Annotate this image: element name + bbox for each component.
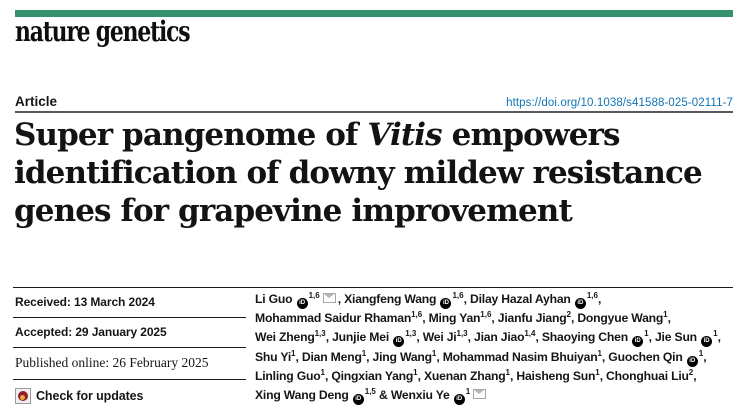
text-run: Wei Zheng [255,330,315,345]
affiliation-superscript: 2 [688,367,694,377]
text-run: , [597,292,602,306]
check-for-updates-label: Check for updates [36,389,144,403]
text-run: , Xiangfeng Wang [337,292,440,306]
text-run: , [703,349,707,364]
affiliation-superscript: 1,6 [480,310,492,320]
affiliation-superscript: 1 [291,348,296,358]
affiliation-superscript: 1 [431,348,437,358]
author-line: Linling Guo1, Qingxian Yang1, Xuenan Zha… [255,367,739,386]
doi-link[interactable]: https://doi.org/10.1038/s41588-025-02111… [506,97,733,109]
affiliation-superscript: 1,5 [364,386,376,396]
affiliation-superscript: 1 [663,310,668,320]
affiliation-superscript: 1,3 [456,329,468,339]
content-top-rule [13,287,733,288]
text-run: Super pangenome of [14,117,368,153]
affiliation-superscript: 1 [698,348,704,358]
email-icon[interactable] [322,293,336,303]
affiliation-superscript: 1,6 [411,310,423,320]
orcid-icon[interactable]: iD [453,394,465,406]
text-run: , Junjie Mei [325,330,393,345]
affiliation-superscript: 1 [361,348,367,358]
section-label: Article [15,94,58,109]
italic-text-run: Vitis [367,117,442,153]
article-header-row: Article https://doi.org/10.1038/s41588-0… [15,94,733,109]
author-list: Li Guo iD1,6, Xiangfeng Wang iD1,6, Dila… [255,290,739,406]
affiliation-superscript: 1,6 [452,290,464,300]
author-line: Xing Wang Deng iD1,5 & Wenxiu Ye iD1 [255,386,739,406]
orcid-icon[interactable]: iD [686,355,698,367]
received-date: Received: 13 March 2024 [13,288,246,318]
text-run: , Dongyue Wang [570,311,664,326]
text-run: empowers [441,117,621,153]
affiliation-superscript: 1,4 [524,329,536,339]
orcid-icon[interactable]: iD [352,394,364,406]
text-run: , Dian Meng [295,349,362,364]
text-run: , Wei Ji [416,330,457,345]
text-run: Li Guo [255,292,296,306]
accepted-date: Accepted: 29 January 2025 [13,318,246,348]
text-run: , Guochen Qin [601,349,686,364]
orcid-icon[interactable]: iD [701,336,713,348]
text-run: , Dilay Hazal Ayhan [463,292,574,306]
orcid-icon[interactable]: iD [296,298,308,309]
affiliation-superscript: 1 [713,329,718,339]
author-line: Wei Zheng1,3, Junjie Mei iD1,3, Wei Ji1,… [255,328,739,348]
text-run: , Chonghuai Liu [599,368,689,383]
text-run: , Jie Sun [648,330,701,345]
affiliation-superscript: 1,6 [586,290,598,300]
text-run: , Mohammad Nasim Bhuiyan [436,349,598,364]
title-line: genes for grapevine improvement [14,192,729,230]
published-online-date: Published online: 26 February 2025 [13,348,246,380]
author-line: Mohammad Saidur Rhaman1,6, Ming Yan1,6, … [255,309,739,328]
text-run: , Jing Wang [366,349,432,364]
text-run: , [667,311,671,326]
header-rule [15,111,733,113]
text-run: , Jianfu Jiang [491,311,567,326]
affiliation-superscript: 2 [566,310,571,320]
text-run: , Xuenan Zhang [417,368,506,383]
title-line: Super pangenome of Vitis empowers [14,116,729,154]
text-run: , Shaoying Chen [535,330,632,345]
author-line: Shu Yi1, Dian Meng1, Jing Wang1, Mohamma… [255,348,739,367]
affiliation-superscript: 1 [595,367,600,377]
affiliation-superscript: 1 [465,386,471,396]
affiliation-superscript: 1,3 [405,329,417,339]
journal-accent-bar [15,10,733,17]
text-run: , [693,368,697,383]
text-run: , Qingxian Yang [324,368,414,383]
author-line: Li Guo iD1,6, Xiangfeng Wang iD1,6, Dila… [255,290,739,309]
affiliation-superscript: 1 [644,329,649,339]
affiliation-superscript: 1 [413,367,418,377]
title-line: identification of downy mildew resistanc… [14,154,729,192]
text-run: , Haisheng Sun [510,368,596,383]
email-icon[interactable] [473,389,487,400]
check-for-updates-button[interactable]: Check for updates [13,380,246,411]
text-run: & Wenxiu Ye [375,388,453,403]
text-run: , Ming Yan [422,311,481,326]
text-run: Mohammad Saidur Rhaman [255,311,412,326]
text-run: Shu Yi [255,349,292,364]
orcid-icon[interactable]: iD [440,298,452,309]
text-run: , Jian Jiao [467,330,525,345]
text-run: Linling Guo [255,368,321,383]
text-run: genes for grapevine improvement [14,193,573,229]
text-run: Xing Wang Deng [255,388,352,403]
orcid-icon[interactable]: iD [632,336,644,348]
affiliation-superscript: 1,6 [308,290,320,300]
article-title: Super pangenome of Vitis empowers identif… [14,116,729,230]
affiliation-superscript: 1 [597,348,602,358]
journal-masthead-logo: nature genetics [15,15,191,48]
orcid-icon[interactable]: iD [574,298,586,309]
orcid-icon[interactable]: iD [393,336,405,348]
affiliation-superscript: 1 [320,367,325,377]
text-run: identification of downy mildew resistanc… [14,155,703,191]
affiliation-superscript: 1 [505,367,510,377]
text-run: , [717,330,721,345]
crossmark-icon [15,388,31,404]
article-history: Received: 13 March 2024 Accepted: 29 Jan… [13,288,246,411]
affiliation-superscript: 1,3 [314,329,326,339]
